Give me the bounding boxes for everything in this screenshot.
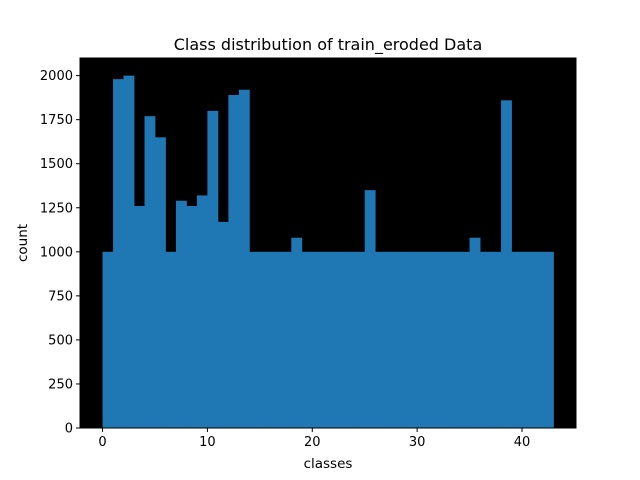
histogram-bar [396,251,408,428]
x-tick-label: 20 [304,435,321,450]
histogram-bar [134,206,145,428]
histogram-bar [385,251,397,428]
histogram-bar [522,251,533,428]
y-tick-label: 0 [65,422,73,437]
histogram-bar [406,251,418,428]
histogram-bar [448,251,460,428]
x-tick-label: 30 [409,435,426,450]
histogram-bar [501,100,512,428]
histogram-bar [438,251,449,428]
y-axis-label: count [15,224,31,262]
x-tick-label: 0 [98,435,106,450]
histogram-bar [312,251,324,428]
histogram-bar [333,251,345,428]
histogram-bar [301,251,313,428]
x-axis-label: classes [304,456,353,472]
x-axis: 0 10 20 30 40 [98,428,530,450]
y-tick-label: 1250 [40,201,73,216]
y-tick-label: 2000 [40,69,73,84]
y-tick-label: 500 [48,333,73,348]
histogram-bar [354,251,366,428]
histogram-bar [113,79,124,428]
histogram-bar [144,116,156,428]
bar-series [102,75,554,429]
x-tick-label: 40 [514,435,531,450]
histogram-bar [322,251,334,428]
histogram-bar [343,251,355,428]
y-tick-label: 1000 [40,245,73,260]
histogram-bar [217,221,229,428]
histogram-bar [207,110,219,429]
histogram-bar [238,89,250,429]
chart-title: Class distribution of train_eroded Data [174,35,483,55]
histogram-bar [480,251,491,428]
y-tick-label: 250 [48,377,73,392]
y-tick-label: 750 [48,289,73,304]
histogram-bar [123,75,135,429]
histogram-bar [427,251,439,428]
y-tick-label: 1750 [40,113,73,128]
histogram-bar [532,251,544,428]
y-tick-label: 1500 [40,157,73,172]
histogram-bar [291,237,303,428]
histogram-bar [511,251,523,428]
histogram-bar [102,251,114,428]
histogram-bar [417,251,429,428]
histogram-bar [459,251,470,428]
histogram-bar [542,251,554,428]
histogram-bar [469,237,481,428]
histogram-bar [270,251,282,428]
histogram-bar [186,206,198,428]
histogram-bar [375,251,387,428]
histogram-bar [364,190,376,428]
histogram-bar [154,137,166,429]
histogram-bar [165,251,177,428]
histogram-bar [280,251,292,428]
y-axis: 0 250 500 750 1000 1250 1500 1750 2000 [40,69,80,437]
histogram-bar [490,251,502,428]
histogram-bar [196,195,208,428]
histogram-bar [259,251,271,428]
histogram-bar [175,200,187,428]
histogram-bar [228,95,240,428]
plot-frame [79,57,577,429]
x-tick-label: 10 [199,435,216,450]
histogram-bar [249,251,261,428]
